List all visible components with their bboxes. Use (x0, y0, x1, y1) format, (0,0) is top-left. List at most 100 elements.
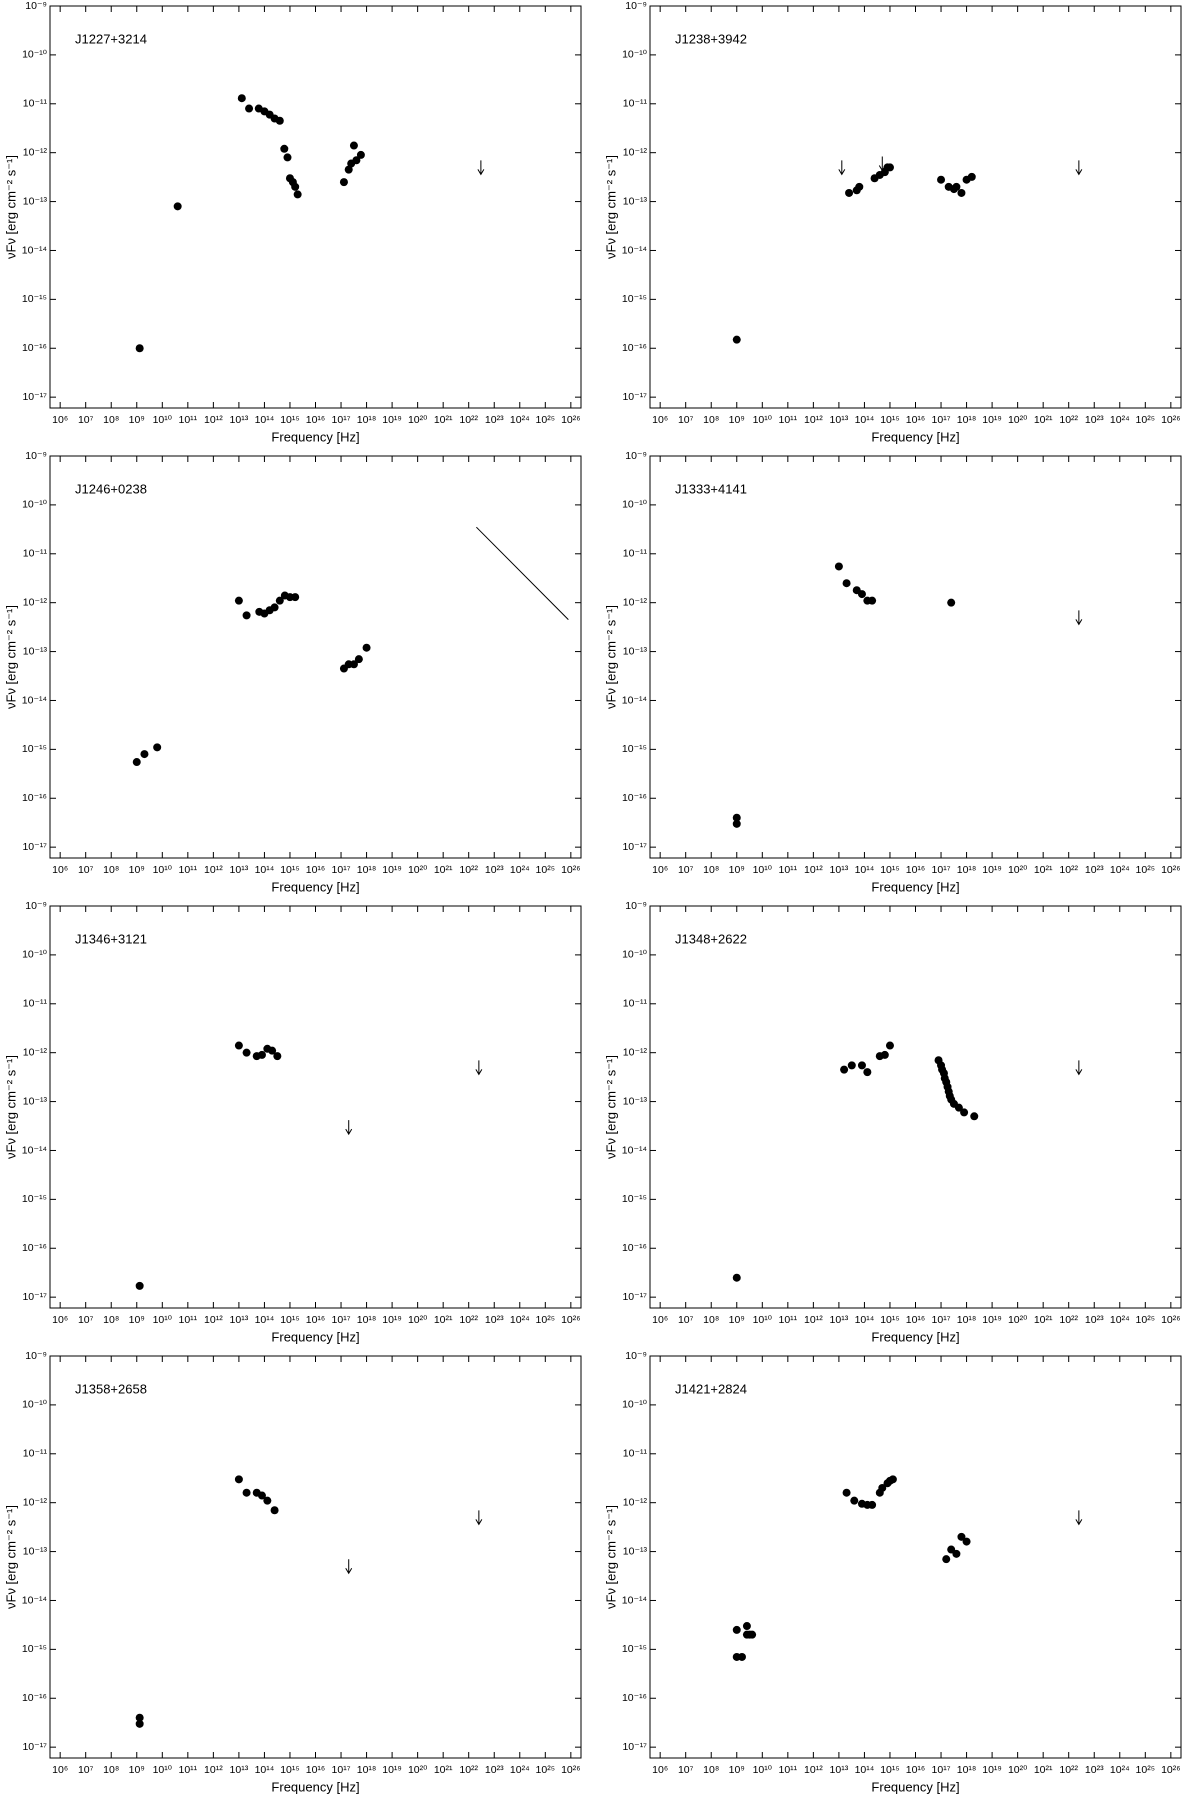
y-tick-label: 10⁻¹² (23, 1046, 48, 1058)
data-point (732, 335, 741, 344)
x-tick-label: 10²⁴ (1110, 1314, 1130, 1326)
upper-limit (475, 1510, 483, 1526)
x-tick-label: 10¹¹ (178, 414, 197, 426)
data-point (842, 1488, 851, 1497)
x-tick-label: 10⁹ (729, 1764, 745, 1776)
x-tick-label: 10⁶ (52, 1764, 68, 1776)
x-tick-label: 10¹⁶ (306, 414, 326, 426)
data-point (354, 655, 363, 664)
data-point (732, 1625, 741, 1634)
x-tick-label: 10⁶ (52, 414, 68, 426)
x-tick-label: 10⁹ (129, 1314, 145, 1326)
x-tick-label: 10⁶ (652, 414, 668, 426)
y-tick-label: 10⁻¹² (623, 146, 648, 158)
y-tick-label: 10⁻¹⁷ (22, 1291, 47, 1303)
data-point (283, 153, 292, 162)
x-tick-label: 10¹⁶ (906, 864, 926, 876)
x-tick-label: 10¹⁷ (932, 1314, 951, 1326)
x-tick-label: 10¹⁰ (153, 1764, 173, 1776)
x-tick-label: 10⁶ (652, 1314, 668, 1326)
x-tick-label: 10¹⁹ (382, 1764, 402, 1776)
y-tick-label: 10⁻⁹ (25, 900, 47, 912)
y-tick-label: 10⁻¹¹ (623, 98, 648, 110)
x-tick-label: 10¹⁰ (753, 414, 773, 426)
x-tick-label: 10¹⁵ (280, 414, 300, 426)
x-tick-label: 10⁸ (103, 1764, 119, 1776)
y-tick-label: 10⁻¹⁴ (22, 1144, 47, 1156)
x-tick-label: 10²⁵ (1136, 1764, 1156, 1776)
y-tick-label: 10⁻¹¹ (623, 548, 648, 560)
data-point (880, 1050, 889, 1059)
x-tick-label: 10⁷ (78, 864, 94, 876)
x-axis-label: Frequency [Hz] (271, 1329, 359, 1344)
data-point (954, 1103, 963, 1112)
data-point (135, 1281, 144, 1290)
y-tick-label: 10⁻¹⁵ (622, 1643, 647, 1655)
data-point (153, 743, 162, 752)
x-tick-label: 10²⁵ (1136, 1314, 1156, 1326)
data-point (885, 163, 894, 172)
x-tick-label: 10²³ (1085, 414, 1104, 426)
y-tick-label: 10⁻¹⁶ (22, 1692, 47, 1704)
y-tick-label: 10⁻¹² (23, 1496, 48, 1508)
x-tick-label: 10¹² (804, 414, 823, 426)
x-tick-label: 10¹⁰ (753, 1314, 773, 1326)
data-point (135, 344, 144, 353)
y-tick-label: 10⁻¹⁰ (622, 949, 648, 961)
data-point (234, 1475, 243, 1484)
x-tick-label: 10⁸ (703, 414, 719, 426)
x-tick-label: 10¹⁵ (880, 1314, 900, 1326)
x-tick-label: 10¹⁰ (753, 864, 773, 876)
x-tick-label: 10²² (1059, 414, 1078, 426)
x-tick-label: 10²⁰ (408, 1314, 428, 1326)
x-tick-label: 10¹⁸ (357, 1764, 377, 1776)
x-tick-label: 10²² (1059, 864, 1078, 876)
x-tick-label: 10¹² (804, 1764, 823, 1776)
x-tick-label: 10¹⁸ (957, 1314, 977, 1326)
x-tick-label: 10²² (459, 1764, 478, 1776)
data-point (291, 593, 300, 602)
x-tick-label: 10⁷ (78, 414, 94, 426)
x-tick-label: 10⁹ (729, 414, 745, 426)
x-tick-label: 10¹¹ (778, 1314, 797, 1326)
x-tick-label: 10²² (459, 864, 478, 876)
data-point (737, 1652, 746, 1661)
x-tick-label: 10⁸ (103, 1314, 119, 1326)
data-point (748, 1630, 757, 1639)
y-tick-label: 10⁻¹⁰ (22, 1399, 48, 1411)
y-tick-label: 10⁻¹⁴ (622, 1144, 647, 1156)
data-point (857, 1061, 866, 1070)
x-tick-label: 10⁸ (103, 864, 119, 876)
data-point (273, 1052, 282, 1061)
x-tick-label: 10⁹ (729, 864, 745, 876)
data-point (834, 562, 843, 571)
data-point (855, 182, 864, 191)
upper-limit (878, 156, 886, 172)
chart-title: J1421+2824 (675, 1381, 747, 1396)
y-tick-label: 10⁻¹¹ (23, 1448, 48, 1460)
y-tick-label: 10⁻¹³ (23, 645, 48, 657)
upper-limit (1075, 1060, 1083, 1076)
x-tick-label: 10²⁴ (1110, 414, 1130, 426)
x-tick-label: 10⁷ (678, 864, 694, 876)
x-tick-label: 10¹⁷ (932, 1764, 951, 1776)
x-tick-label: 10⁷ (678, 1314, 694, 1326)
x-tick-label: 10²² (459, 414, 478, 426)
data-point (291, 182, 300, 191)
upper-limit (1075, 610, 1083, 626)
chart-title: J1333+4141 (675, 481, 747, 496)
x-tick-label: 10²⁵ (536, 864, 556, 876)
x-tick-label: 10¹⁰ (153, 414, 173, 426)
x-tick-label: 10¹⁵ (280, 864, 300, 876)
chart-title: J1346+3121 (75, 931, 147, 946)
y-tick-label: 10⁻¹¹ (23, 998, 48, 1010)
y-tick-label: 10⁻⁹ (625, 450, 647, 462)
data-point (132, 758, 141, 767)
y-tick-label: 10⁻¹⁷ (622, 1741, 647, 1753)
y-tick-label: 10⁻⁹ (25, 450, 47, 462)
x-axis-label: Frequency [Hz] (871, 1329, 959, 1344)
y-axis-label: νFν [erg cm⁻² s⁻¹] (3, 605, 18, 709)
data-point (234, 596, 243, 605)
x-tick-label: 10¹³ (830, 414, 849, 426)
data-point (857, 590, 866, 599)
